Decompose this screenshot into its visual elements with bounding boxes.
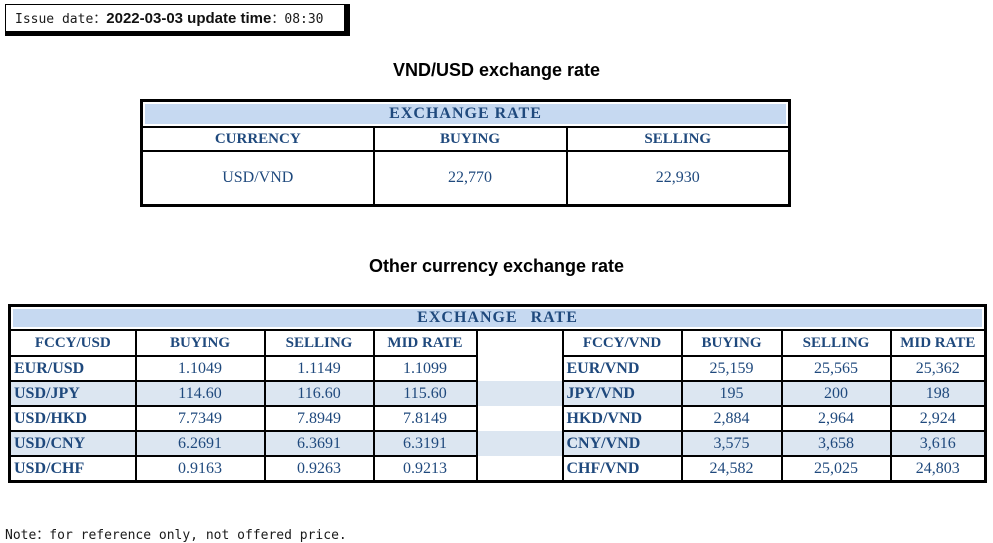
col-header-selling-vnd: SELLING bbox=[780, 329, 892, 357]
usd-mid-cell: 6.3191 bbox=[372, 430, 478, 457]
vnd-pair-cell: HKD/VND bbox=[561, 405, 683, 432]
vnd-mid-cell: 2,924 bbox=[889, 405, 987, 432]
usd-pair-cell: USD/CNY bbox=[8, 430, 137, 457]
vnd-usd-section-title: VND/USD exchange rate bbox=[392, 60, 601, 80]
vnd-pair-cell: CNY/VND bbox=[561, 430, 683, 457]
table-row: USD/CNY 6.2691 6.3691 6.3191 CNY/VND 3,5… bbox=[8, 430, 987, 457]
usd-selling-cell: 1.1149 bbox=[263, 355, 375, 382]
col-header-buying-usd: BUYING bbox=[134, 329, 266, 357]
table-row: USD/VND 22,770 22,930 bbox=[140, 150, 791, 207]
buying-rate-cell: 22,770 bbox=[372, 150, 568, 207]
vnd-buying-cell: 2,884 bbox=[680, 405, 783, 432]
vnd-selling-cell: 2,964 bbox=[780, 405, 892, 432]
vnd-pair-cell: JPY/VND bbox=[561, 380, 683, 407]
exchange-rate-banner: EXCHANGE RATE bbox=[8, 304, 987, 331]
vnd-mid-cell: 3,616 bbox=[889, 430, 987, 457]
table-row: USD/CHF 0.9163 0.9263 0.9213 CHF/VND 24,… bbox=[8, 455, 987, 483]
usd-pair-cell: USD/HKD bbox=[8, 405, 137, 432]
usd-mid-cell: 1.1099 bbox=[372, 355, 478, 382]
col-header-buying: BUYING bbox=[372, 126, 568, 152]
vnd-pair-cell: EUR/VND bbox=[561, 355, 683, 382]
usd-mid-cell: 0.9213 bbox=[372, 455, 478, 483]
usd-mid-cell: 7.8149 bbox=[372, 405, 478, 432]
selling-rate-cell: 22,930 bbox=[565, 150, 791, 207]
table-row: USD/JPY 114.60 116.60 115.60 JPY/VND 195… bbox=[8, 380, 987, 407]
usd-pair-cell: EUR/USD bbox=[8, 355, 137, 382]
usd-mid-cell: 115.60 bbox=[372, 380, 478, 407]
exchange-rate-banner: EXCHANGE RATE bbox=[140, 99, 791, 128]
table-banner-row: EXCHANGE RATE bbox=[8, 304, 987, 331]
usd-selling-cell: 0.9263 bbox=[263, 455, 375, 483]
spacer-cell bbox=[475, 406, 564, 431]
table-header-row: CURRENCY BUYING SELLING bbox=[140, 126, 791, 152]
update-time-value: 08:30 bbox=[284, 12, 324, 27]
usd-buying-cell: 114.60 bbox=[134, 380, 266, 407]
reference-note: Note：for reference only, not offered pri… bbox=[5, 528, 347, 543]
col-header-selling-usd: SELLING bbox=[263, 329, 375, 357]
col-header-selling: SELLING bbox=[565, 126, 791, 152]
table-row: EUR/USD 1.1049 1.1149 1.1099 EUR/VND 25,… bbox=[8, 355, 987, 382]
spacer-cell bbox=[475, 381, 564, 406]
vnd-pair-cell: CHF/VND bbox=[561, 455, 683, 483]
issue-date-label: Issue date： bbox=[15, 12, 107, 27]
spacer-cell bbox=[475, 356, 564, 381]
currency-pair-cell: USD/VND bbox=[140, 150, 375, 207]
vnd-buying-cell: 25,159 bbox=[680, 355, 783, 382]
vnd-buying-cell: 3,575 bbox=[680, 430, 783, 457]
other-currency-section-title: Other currency exchange rate bbox=[368, 256, 625, 276]
update-time-separator: ： bbox=[271, 12, 285, 27]
usd-pair-cell: USD/CHF bbox=[8, 455, 137, 483]
vnd-buying-cell: 195 bbox=[680, 380, 783, 407]
vnd-selling-cell: 3,658 bbox=[780, 430, 892, 457]
usd-buying-cell: 1.1049 bbox=[134, 355, 266, 382]
table-banner-row: EXCHANGE RATE bbox=[140, 99, 791, 128]
table-row: USD/HKD 7.7349 7.8949 7.8149 HKD/VND 2,8… bbox=[8, 405, 987, 432]
usd-pair-cell: USD/JPY bbox=[8, 380, 137, 407]
usd-buying-cell: 0.9163 bbox=[134, 455, 266, 483]
other-currency-rate-table: EXCHANGE RATE FCCY/USD BUYING SELLING MI… bbox=[8, 304, 988, 483]
issue-date-box: Issue date：2022-03-03 update time：08:30 bbox=[5, 4, 350, 36]
spacer-cell bbox=[475, 431, 564, 456]
usd-selling-cell: 6.3691 bbox=[263, 430, 375, 457]
spacer-cell bbox=[475, 330, 564, 356]
vnd-selling-cell: 25,025 bbox=[780, 455, 892, 483]
usd-selling-cell: 116.60 bbox=[263, 380, 375, 407]
usd-vnd-rate-table: EXCHANGE RATE CURRENCY BUYING SELLING US… bbox=[140, 99, 792, 207]
vnd-mid-cell: 198 bbox=[889, 380, 987, 407]
vnd-buying-cell: 24,582 bbox=[680, 455, 783, 483]
spacer-cell bbox=[475, 456, 564, 482]
issue-datetime-text: 2022-03-03 update time bbox=[106, 10, 272, 27]
usd-buying-cell: 6.2691 bbox=[134, 430, 266, 457]
vnd-selling-cell: 25,565 bbox=[780, 355, 892, 382]
vnd-mid-cell: 24,803 bbox=[889, 455, 987, 483]
col-header-buying-vnd: BUYING bbox=[680, 329, 783, 357]
col-header-fccy-vnd: FCCY/VND bbox=[561, 329, 683, 357]
col-header-midrate-vnd: MID RATE bbox=[889, 329, 987, 357]
col-header-currency: CURRENCY bbox=[140, 126, 375, 152]
col-header-fccy-usd: FCCY/USD bbox=[8, 329, 137, 357]
vnd-selling-cell: 200 bbox=[780, 380, 892, 407]
usd-buying-cell: 7.7349 bbox=[134, 405, 266, 432]
table-header-row: FCCY/USD BUYING SELLING MID RATE FCCY/VN… bbox=[8, 329, 987, 357]
col-header-midrate-usd: MID RATE bbox=[372, 329, 478, 357]
usd-selling-cell: 7.8949 bbox=[263, 405, 375, 432]
vnd-mid-cell: 25,362 bbox=[889, 355, 987, 382]
